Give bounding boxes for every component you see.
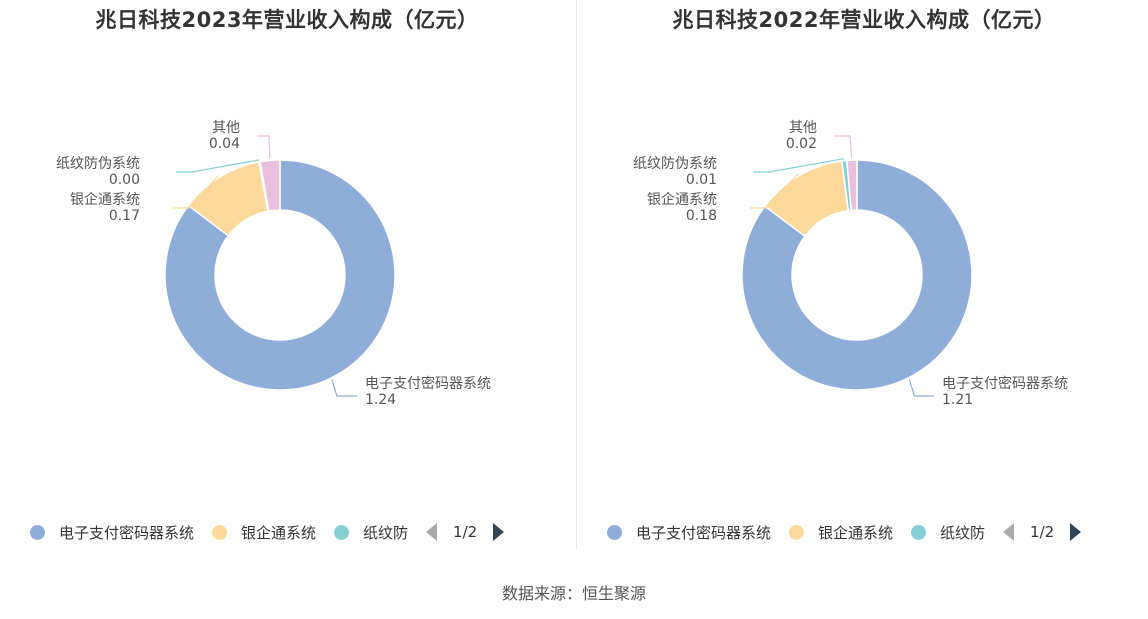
legend-item-electronic-payment[interactable]: 电子支付密码器系统 bbox=[30, 522, 194, 543]
slice-value-label: 0.18 bbox=[686, 208, 717, 224]
legend-label: 银企通系统 bbox=[241, 523, 317, 542]
slice-value-label: 0.02 bbox=[786, 136, 817, 152]
legend-label: 电子支付密码器系统 bbox=[59, 523, 195, 542]
slice-name-label: 其他 bbox=[212, 120, 240, 136]
slice-value-label: 0.17 bbox=[109, 208, 140, 224]
legend-prev-page-icon[interactable] bbox=[1003, 523, 1015, 541]
legend-pager: 1/2 bbox=[426, 523, 505, 541]
chart-panel-2022: 兆日科技2022年营业收入构成（亿元） 电子支付密码器系统 1.21 银企通系统 0.… bbox=[577, 0, 1148, 560]
legend-prev-page-icon[interactable] bbox=[426, 523, 438, 541]
legend: 电子支付密码器系统 银企通系统 纸纹防 1/2 bbox=[30, 518, 505, 546]
donut-slice[interactable] bbox=[846, 159, 858, 212]
legend-next-page-icon[interactable] bbox=[1070, 523, 1082, 541]
label-leader-line bbox=[331, 379, 357, 397]
slice-name-label: 银企通系统 bbox=[70, 191, 140, 208]
legend-label: 纸纹防 bbox=[940, 523, 986, 542]
legend-dot-icon bbox=[334, 524, 350, 540]
slice-name-label: 银企通系统 bbox=[647, 191, 717, 208]
legend-dot-icon bbox=[789, 524, 805, 540]
legend-page-indicator: 1/2 bbox=[453, 523, 478, 541]
legend-dot-icon bbox=[911, 524, 927, 540]
slice-name-label: 纸纹防伪系统 bbox=[633, 156, 717, 172]
label-leader-line bbox=[834, 135, 853, 159]
slice-value-label: 0.04 bbox=[209, 136, 240, 152]
label-leader-line bbox=[753, 158, 845, 173]
legend-item-paper-texture[interactable]: 纸纹防 bbox=[911, 522, 985, 543]
slice-name-label: 纸纹防伪系统 bbox=[56, 156, 140, 172]
slice-value-label: 1.24 bbox=[365, 392, 396, 408]
label-leader-line bbox=[173, 175, 219, 209]
slice-name-label: 电子支付密码器系统 bbox=[365, 375, 491, 392]
legend-label: 银企通系统 bbox=[818, 523, 894, 542]
slice-name-label: 电子支付密码器系统 bbox=[942, 375, 1068, 392]
legend-dot-icon bbox=[30, 524, 45, 540]
slice-value-label: 0.01 bbox=[686, 172, 717, 188]
legend-next-page-icon[interactable] bbox=[493, 523, 505, 541]
data-source-note: 数据来源：恒生聚源 bbox=[501, 584, 646, 603]
legend-page-indicator: 1/2 bbox=[1030, 523, 1055, 541]
legend-label: 纸纹防 bbox=[363, 523, 409, 542]
legend-dot-icon bbox=[212, 524, 228, 540]
slice-name-label: 其他 bbox=[789, 120, 817, 136]
legend-dot-icon bbox=[607, 524, 622, 540]
chart-title: 兆日科技2023年营业收入构成（亿元） bbox=[95, 8, 479, 32]
donut-slice[interactable] bbox=[259, 159, 281, 212]
legend-item-bank-enterprise[interactable]: 银企通系统 bbox=[789, 522, 893, 543]
label-leader-line bbox=[908, 379, 934, 397]
legend-item-electronic-payment[interactable]: 电子支付密码器系统 bbox=[607, 522, 771, 543]
panel-divider bbox=[576, 0, 577, 550]
legend-item-paper-texture[interactable]: 纸纹防 bbox=[334, 522, 408, 543]
chart-title: 兆日科技2022年营业收入构成（亿元） bbox=[672, 8, 1056, 32]
slice-value-label: 0.00 bbox=[109, 172, 140, 188]
slice-value-label: 1.21 bbox=[942, 392, 973, 408]
donut-slice[interactable] bbox=[741, 159, 973, 391]
chart-panel-2023: 兆日科技2023年营业收入构成（亿元） 电子支付密码器系统 1.24 银企通系统 0.… bbox=[0, 0, 574, 560]
label-leader-line bbox=[750, 173, 799, 209]
legend-label: 电子支付密码器系统 bbox=[636, 523, 772, 542]
legend-item-bank-enterprise[interactable]: 银企通系统 bbox=[212, 522, 316, 543]
label-leader-line bbox=[176, 159, 260, 173]
legend: 电子支付密码器系统 银企通系统 纸纹防 1/2 bbox=[607, 518, 1082, 546]
donut-slice[interactable] bbox=[164, 159, 396, 391]
label-leader-line bbox=[257, 135, 271, 159]
legend-pager: 1/2 bbox=[1003, 523, 1082, 541]
